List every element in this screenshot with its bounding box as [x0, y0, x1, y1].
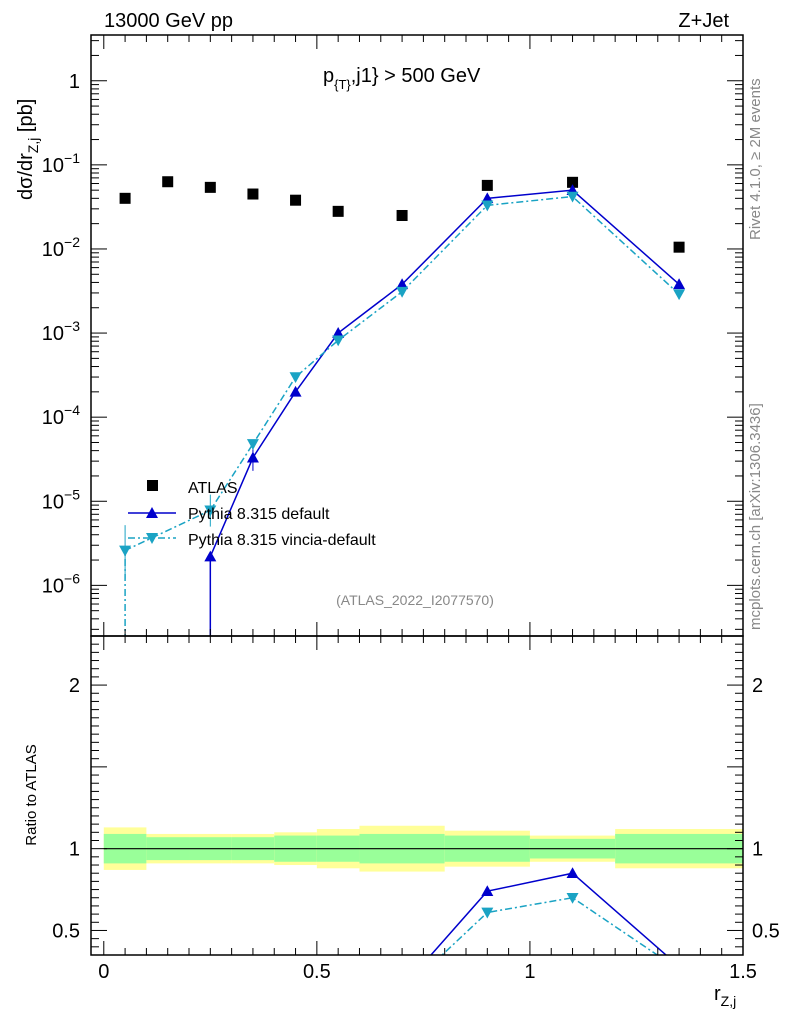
y-tick-label-5: 10−1: [42, 150, 80, 177]
ratio-y-tick-label-left-0: 0.5: [52, 920, 80, 942]
main-plot-series: [119, 176, 686, 636]
ratio-y-tick-label-left-2: 2: [69, 675, 80, 697]
default-point-7: [673, 278, 686, 290]
atlas-point-7: [481, 179, 493, 191]
vincia-point-6: [481, 200, 494, 212]
y-tick-label-2: 10−4: [42, 402, 80, 429]
x-tick-label-3: 1.5: [729, 961, 757, 983]
tick-marks: [91, 35, 744, 956]
vincia-point-4: [332, 335, 345, 347]
ratio-vincia-point-2: [566, 892, 579, 904]
atlas-point-2: [204, 181, 216, 193]
plot-title-sub: {T}: [334, 77, 351, 92]
x-tick-label-0: 0: [98, 961, 109, 983]
x-axis-label-main: r: [714, 983, 721, 1005]
ratio-vincia-point-1: [481, 907, 494, 919]
y-axis-label-unit: [pb]: [15, 99, 37, 138]
ratio-default-line: [429, 872, 668, 955]
mcplots-info: mcplots.cern.ch [arXiv:1306.3436]: [747, 403, 764, 630]
analysis-id: (ATLAS_2022_I2077570): [336, 592, 494, 608]
default-point-4: [396, 278, 409, 290]
ratio-y-tick-label-right-0: 0.5: [752, 920, 780, 942]
x-axis-label-sub: Z,j: [721, 993, 737, 1009]
atlas-point-3: [247, 188, 259, 200]
atlas-point-9: [673, 241, 685, 253]
default-point-5: [481, 192, 494, 204]
ratio-plot-series: [429, 867, 668, 955]
plot-title: p{T},j1} > 500 GeV: [323, 65, 481, 92]
x-axis-label: rZ,j: [714, 983, 736, 1009]
vincia-point-7: [566, 191, 579, 203]
header-left: 13000 GeV pp: [104, 10, 233, 32]
plot-title-main: p: [323, 65, 334, 87]
legend: ATLAS Pythia 8.315 default Pythia 8.315 …: [128, 480, 376, 549]
x-tick-label-2: 1: [524, 961, 535, 983]
y-tick-label-0: 10−6: [42, 570, 80, 597]
vincia-point-8: [673, 289, 686, 301]
ratio-vincia-line: [440, 896, 659, 955]
y-tick-label-3: 10−3: [42, 318, 80, 345]
default-point-2: [289, 385, 302, 397]
vincia-point-5: [396, 286, 409, 298]
ratio-y-tick-label-right-1: 1: [752, 839, 763, 861]
legend-marker-atlas: [147, 480, 158, 491]
atlas-point-1: [162, 176, 174, 188]
y-axis-label-main: dσ/dr: [15, 153, 37, 200]
default-point-0: [204, 550, 217, 562]
rivet-info: Rivet 4.1.0, ≥ 2M events: [747, 78, 764, 240]
default-point-3: [332, 327, 345, 338]
legend-marker-default: [146, 507, 158, 518]
legend-label-vincia: Pythia 8.315 vincia-default: [188, 532, 376, 549]
y-tick-label-1: 10−5: [42, 486, 80, 513]
axes: [90, 34, 744, 956]
vincia-point-3: [289, 372, 302, 384]
plot-title-rest: ,j1} > 500 GeV: [351, 65, 481, 87]
atlas-point-4: [290, 194, 302, 206]
ratio-y-tick-label-left-1: 1: [69, 839, 80, 861]
ratio-default-point-2: [566, 867, 579, 879]
x-tick-label-1: 0.5: [303, 961, 331, 983]
legend-marker-vincia: [146, 533, 158, 544]
y-tick-label-4: 10−2: [42, 234, 80, 261]
tick-labels: 10−6 10−5 10−4 10−3 10−2 10−1 1 0 0.5 1 1.5 0.5 0.5 1…: [42, 71, 780, 983]
ratio-plot-frame: [90, 635, 744, 956]
atlas-point-6: [396, 209, 408, 221]
legend-label-atlas: ATLAS: [188, 480, 238, 497]
default-line: [209, 189, 680, 636]
y-tick-label-6: 1: [69, 71, 80, 93]
ratio-default-point-1: [481, 885, 494, 896]
y-axis-label-sub: Z,j: [25, 138, 41, 154]
atlas-point-5: [332, 205, 344, 217]
atlas-point-8: [567, 176, 579, 188]
ratio-uncertainty-bands: [103, 825, 743, 872]
ratio-y-tick-label-right-2: 2: [752, 675, 763, 697]
legend-label-default: Pythia 8.315 default: [188, 506, 330, 523]
header-right: Z+Jet: [678, 10, 729, 32]
atlas-point-0: [119, 192, 131, 204]
vincia-line: [124, 195, 680, 636]
vincia-point-2: [246, 439, 259, 450]
ratio-y-axis-label: Ratio to ATLAS: [23, 744, 40, 845]
y-axis-label: dσ/drZ,j [pb]: [15, 99, 41, 200]
